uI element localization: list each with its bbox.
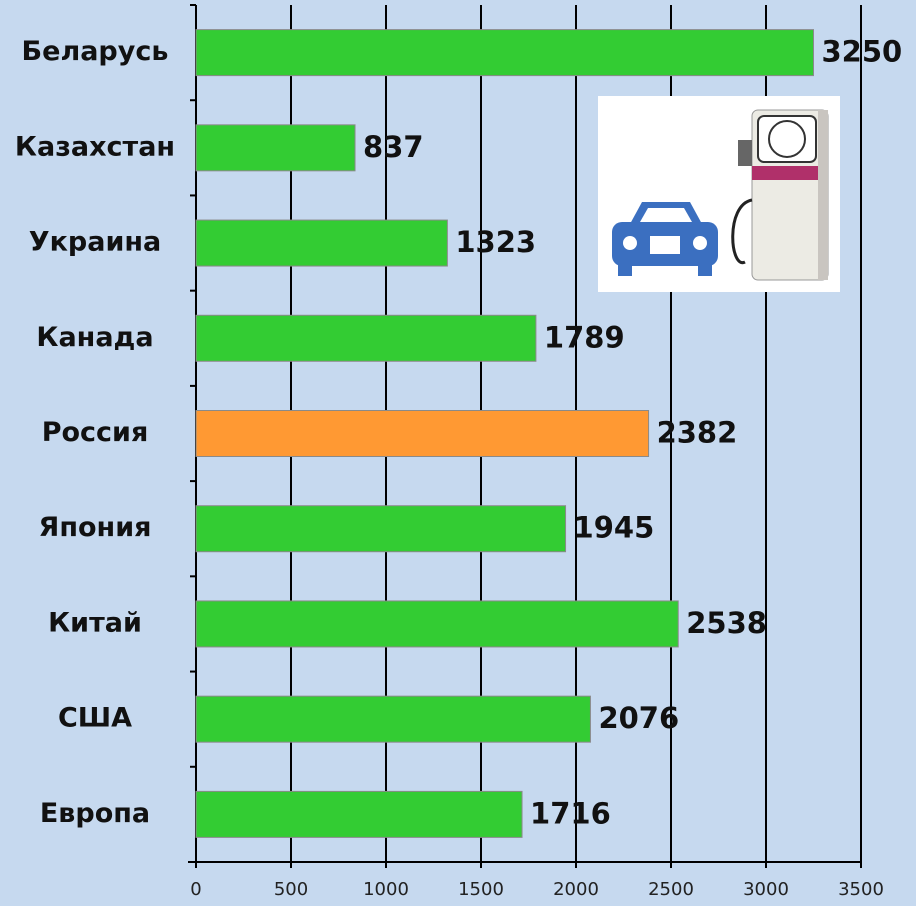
value-label: 2382 [657, 416, 738, 450]
x-tick-label: 1000 [363, 879, 409, 900]
value-label: 3250 [822, 35, 903, 69]
category-label: Украина [29, 227, 161, 258]
x-tick-label: 2500 [648, 879, 694, 900]
chart: 0 500 1000 1500 2000 2500 3000 3500 Беларусь 3250… [0, 0, 916, 906]
value-label: 837 [363, 130, 424, 164]
value-label: 1323 [455, 225, 536, 259]
x-tick-label: 1500 [458, 879, 504, 900]
bar [196, 601, 678, 647]
category-label: Россия [42, 417, 149, 448]
bar [196, 791, 522, 837]
category-label: Казахстан [15, 131, 175, 162]
bar [196, 30, 814, 76]
value-label: 2538 [686, 606, 767, 640]
category-label: Беларусь [22, 36, 169, 67]
fuel-illustration [598, 96, 840, 292]
category-label: Европа [40, 798, 150, 829]
value-label: 1716 [530, 796, 611, 830]
value-label: 2076 [598, 701, 679, 735]
category-label: Канада [36, 322, 153, 353]
x-tick-label: 500 [274, 879, 308, 900]
category-label: США [58, 703, 132, 734]
bar [196, 506, 566, 552]
bar [196, 125, 355, 171]
category-label: Китай [48, 607, 142, 638]
page: {"chart_data": {"type": "hbar", "categor… [0, 0, 916, 906]
bar [196, 315, 536, 361]
x-tick-label: 2000 [553, 879, 599, 900]
x-tick-label: 3000 [743, 879, 789, 900]
bar [196, 220, 447, 266]
x-tick-label: 3500 [838, 879, 884, 900]
bar [196, 696, 590, 742]
category-label: Япония [39, 512, 152, 543]
value-label: 1945 [574, 511, 655, 545]
x-tick-label: 0 [190, 879, 201, 900]
value-label: 1789 [544, 320, 625, 354]
bar [196, 411, 649, 457]
